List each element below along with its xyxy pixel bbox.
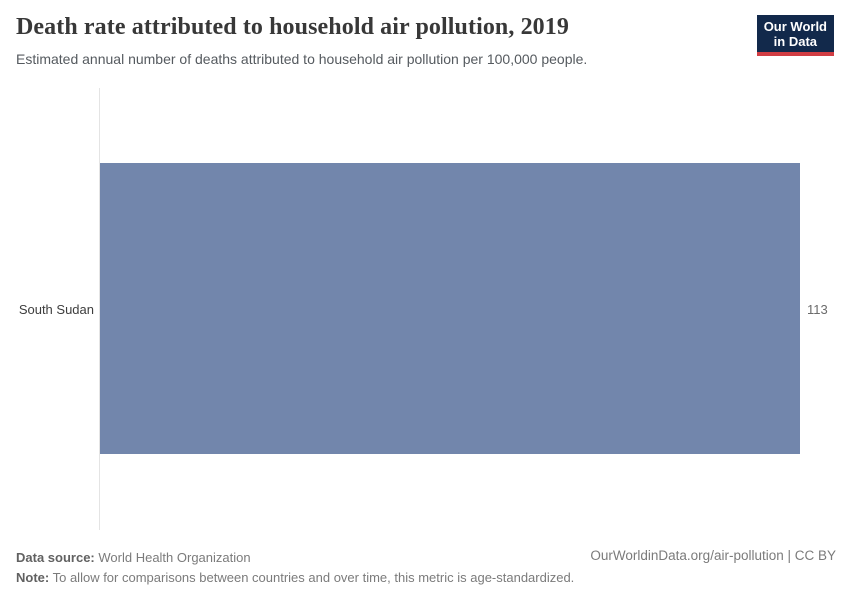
note-value: To allow for comparisons between countri… xyxy=(52,570,575,585)
data-source-label: Data source: xyxy=(16,550,95,565)
owid-logo-line1: Our World xyxy=(763,19,827,34)
footer-left: Data source: World Health Organization N… xyxy=(16,548,574,588)
bar-south-sudan[interactable] xyxy=(100,163,800,454)
y-axis-line xyxy=(99,88,100,530)
owid-logo[interactable]: Our World in Data xyxy=(756,15,834,56)
note-line: Note: To allow for comparisons between c… xyxy=(16,568,574,588)
owid-logo-line2: in Data xyxy=(773,34,818,49)
data-source-line: Data source: World Health Organization xyxy=(16,548,574,568)
bar-track xyxy=(100,163,800,454)
bar-category-label: South Sudan xyxy=(18,302,94,317)
chart-title: Death rate attributed to household air p… xyxy=(16,14,569,40)
chart-subtitle: Estimated annual number of deaths attrib… xyxy=(16,51,588,67)
bar-value-label: 113 xyxy=(807,302,828,317)
attribution-link[interactable]: OurWorldinData.org/air-pollution | CC BY xyxy=(590,548,836,563)
chart-footer: Data source: World Health Organization N… xyxy=(16,548,836,588)
data-source-value: World Health Organization xyxy=(98,550,251,565)
note-label: Note: xyxy=(16,570,50,585)
